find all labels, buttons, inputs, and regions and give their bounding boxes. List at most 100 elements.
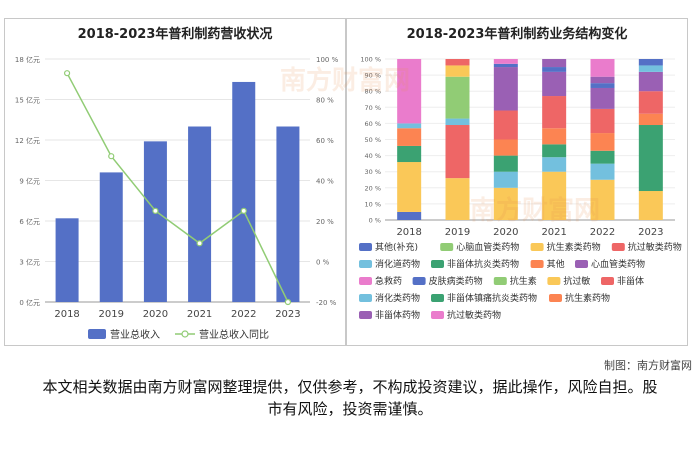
y-left-tick: 6 亿元 — [19, 217, 40, 226]
x-tick-label: 2022 — [231, 309, 256, 320]
y-right-tick: 100 % — [316, 56, 339, 64]
y-left-tick: 3 亿元 — [19, 258, 40, 267]
stacked-segment — [397, 145, 422, 163]
revenue-chart-panel: 2018-2023年普利制药营收状况 0 亿元 3 亿元 6 亿元 9 亿元 12 亿元… — [4, 18, 346, 346]
revenue-bar — [232, 81, 256, 302]
legend-swatch — [440, 243, 454, 251]
revenue-bar — [276, 126, 300, 302]
stacked-segment — [445, 178, 470, 220]
yoy-point — [152, 207, 159, 214]
y-left-tick: 12 亿元 — [15, 136, 40, 145]
legend-swatch — [359, 277, 372, 285]
yoy-point — [196, 240, 203, 247]
legend-label: 非甾体抗炎类药物 — [447, 258, 519, 270]
yoy-point — [284, 298, 292, 306]
disclaimer-text: 本文相关数据由南方财富网整理提供，仅供参考，不构成投资建议，据此操作，风险自担。… — [42, 378, 658, 418]
legend-label: 其他(补充) — [375, 241, 418, 253]
stacked-segment — [590, 83, 615, 88]
stacked-segment — [493, 63, 518, 68]
y-left-tick: 15 亿元 — [15, 96, 40, 105]
yoy-point — [240, 207, 247, 214]
legend-swatch — [359, 243, 372, 251]
chart-credit: 制图：南方财富网 — [604, 359, 692, 372]
stacked-segment — [397, 128, 422, 146]
stacked-segment — [493, 171, 518, 188]
x-tick-label: 2018 — [54, 309, 79, 320]
y-tick: 60 % — [364, 120, 381, 128]
structure-chart: 0 % 10 % 20 % 30 % 40 % 50 % 60 % 70 % 80 % 90 % 1… — [359, 56, 682, 321]
stacked-segment — [590, 108, 615, 134]
y-tick: 20 % — [364, 184, 381, 192]
legend-label: 皮肤病类药物 — [429, 275, 483, 287]
stacked-segment — [590, 150, 615, 164]
legend-swatch — [359, 294, 372, 302]
stacked-segment — [638, 191, 663, 220]
stacked-segment — [590, 59, 615, 77]
legend-swatch-revenue — [88, 329, 106, 339]
legend-label: 心血管类药物 — [591, 258, 645, 270]
legend-swatch — [530, 260, 544, 268]
stacked-segment — [638, 71, 663, 92]
legend-swatch — [547, 277, 561, 285]
legend-label: 抗生素 — [510, 275, 537, 287]
y-right-tick: 0 % — [316, 259, 330, 267]
x-tick-label: 2019 — [99, 309, 124, 320]
stacked-segment — [493, 110, 518, 140]
y-tick: 30 % — [364, 168, 381, 176]
x-tick-label: 2023 — [275, 309, 300, 320]
y-right-tick: 20 % — [316, 218, 334, 226]
stacked-segment — [590, 163, 615, 180]
legend-label: 抗生素药物 — [565, 292, 610, 304]
yoy-point — [108, 153, 115, 160]
stacked-segment — [590, 87, 615, 109]
stacked-segment — [542, 171, 567, 220]
stacked-segment — [445, 125, 470, 179]
revenue-bar — [55, 218, 79, 302]
stacked-segment — [542, 96, 567, 129]
stacked-segment — [590, 76, 615, 84]
y-right-tick: 80 % — [316, 97, 334, 105]
stacked-segment — [542, 71, 567, 97]
stacked-segment — [542, 144, 567, 158]
y-tick: 70 % — [364, 104, 381, 112]
yoy-point — [63, 70, 71, 77]
legend-label: 抗生素类药物 — [547, 241, 601, 253]
legend-swatch — [359, 260, 372, 268]
legend-swatch — [431, 260, 444, 268]
legend-label: 抗过敏类药物 — [628, 241, 682, 253]
legend-swatch — [412, 277, 426, 285]
legend-swatch-yoy-marker — [181, 330, 189, 338]
y-right-tick: -20 % — [316, 299, 337, 307]
stacked-segment — [590, 133, 615, 151]
stacked-segment — [493, 155, 518, 172]
legend-label: 心脑血管类药物 — [456, 241, 519, 253]
y-tick: 100 % — [360, 56, 381, 64]
y-right-tick: 40 % — [316, 178, 334, 186]
y-tick: 0 % — [369, 217, 381, 225]
y-tick: 90 % — [364, 72, 381, 80]
stacked-segment — [638, 59, 663, 66]
legend-swatch — [575, 260, 588, 268]
legend-label: 抗过敏类药物 — [447, 309, 501, 321]
stacked-segment — [445, 65, 470, 77]
legend-swatch — [493, 277, 507, 285]
y-left-tick: 18 亿元 — [15, 55, 40, 64]
revenue-bar — [143, 141, 167, 302]
stacked-segment — [638, 91, 663, 114]
stacked-segment — [493, 139, 518, 156]
x-tick-label: 2019 — [445, 227, 470, 238]
stacked-segment — [493, 67, 518, 111]
legend-label-revenue: 营业总收入 — [110, 328, 160, 341]
legend-swatch — [530, 243, 544, 251]
legend-swatch — [601, 277, 614, 285]
legend-label: 消化类药物 — [375, 292, 420, 304]
y-tick: 80 % — [364, 88, 381, 96]
legend-swatch — [359, 311, 372, 319]
stacked-segment — [397, 211, 422, 220]
y-right-tick: 60 % — [316, 137, 334, 145]
revenue-bar — [188, 126, 212, 302]
revenue-bar — [99, 172, 123, 302]
legend-label: 消化道药物 — [375, 258, 420, 270]
stacked-segment — [397, 162, 422, 212]
legend-label: 其他 — [547, 258, 565, 270]
